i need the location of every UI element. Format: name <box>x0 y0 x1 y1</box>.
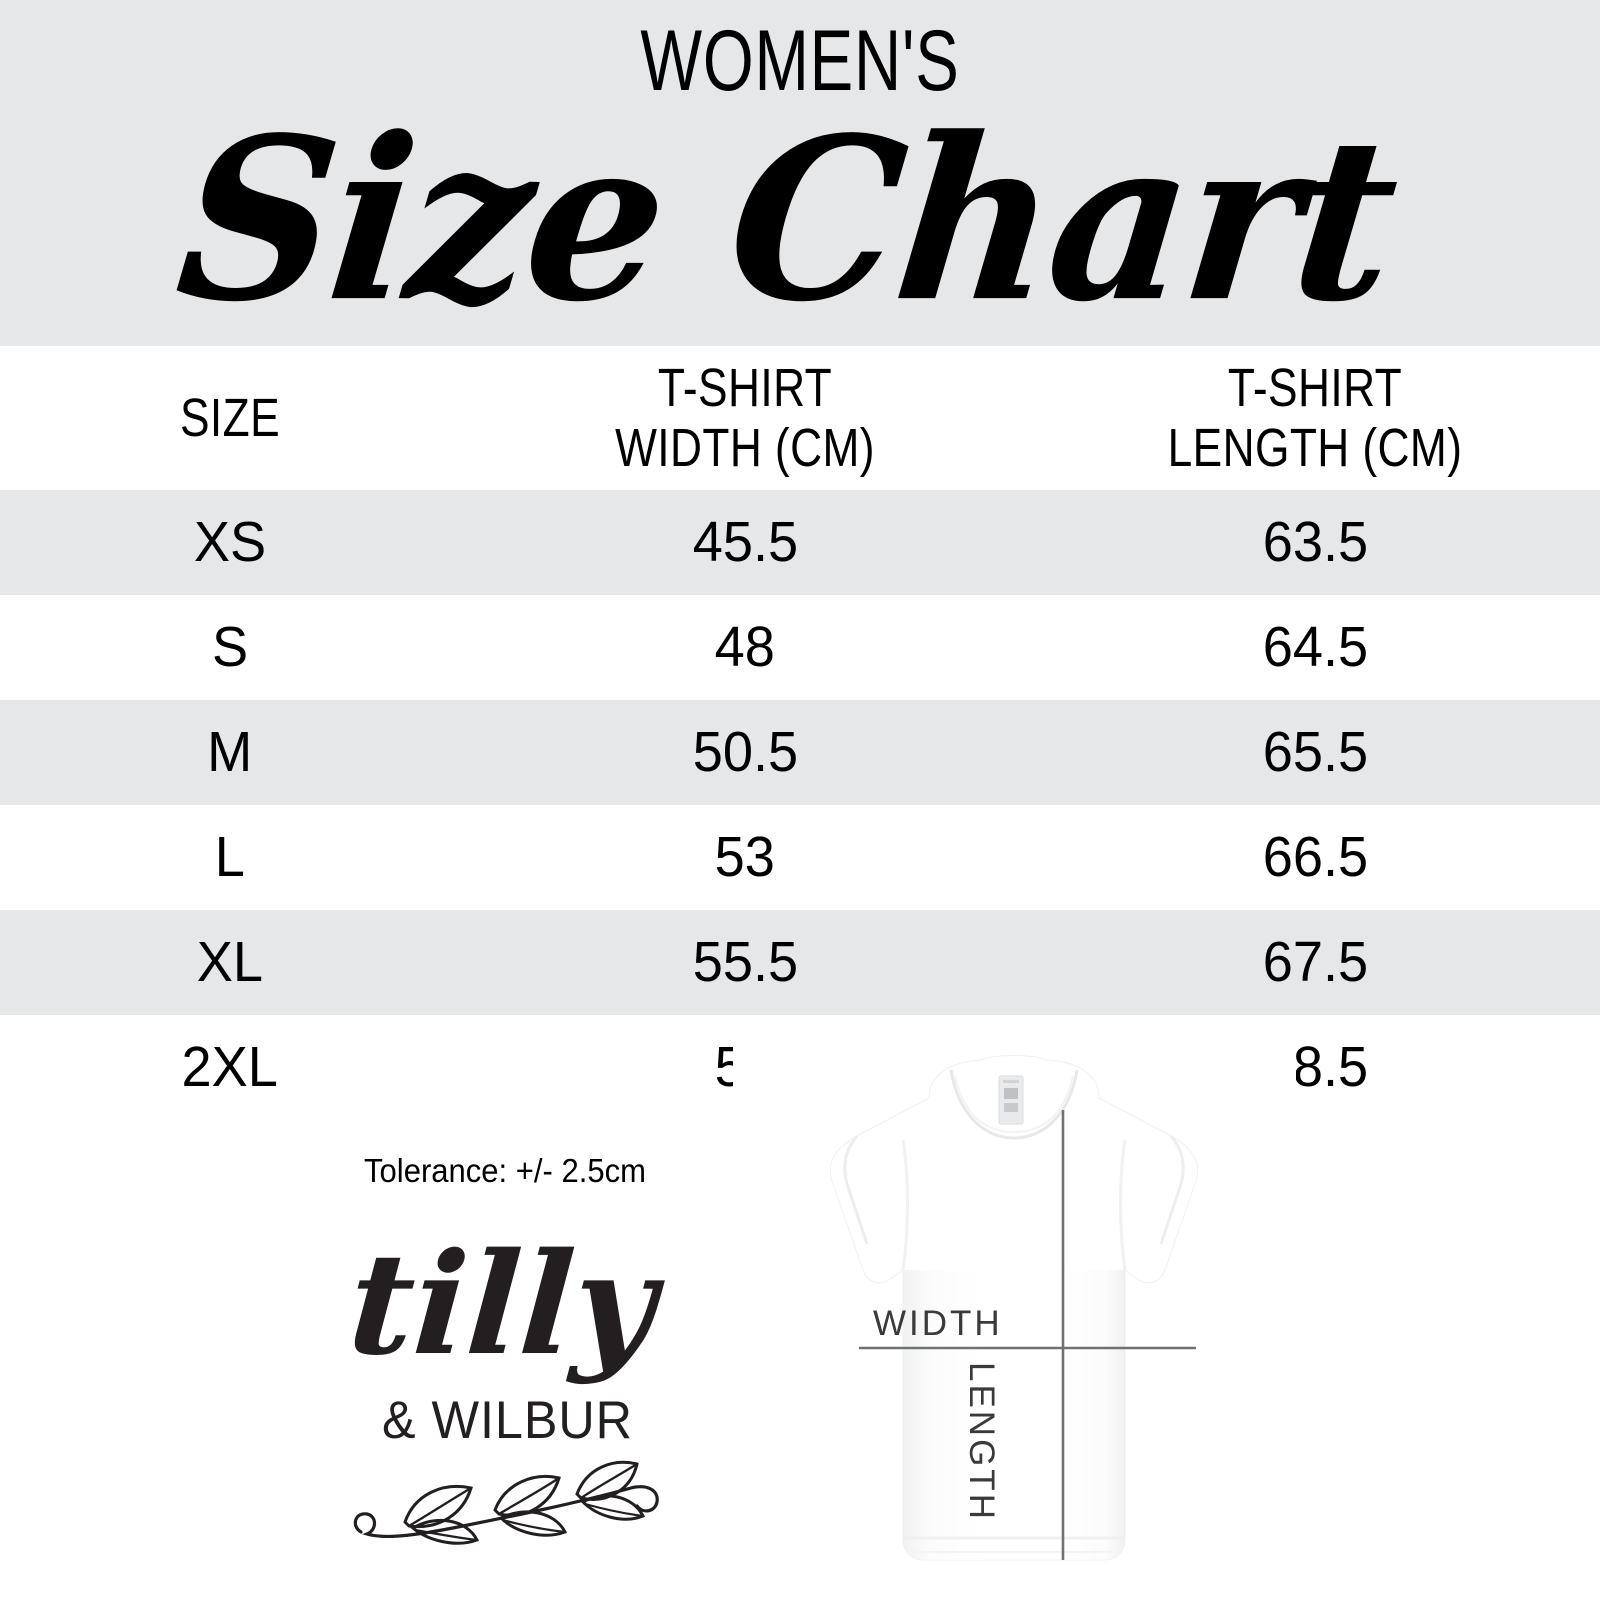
table-row: L 53 66.5 <box>0 805 1600 910</box>
tshirt-diagram: WIDTH LENGTH <box>733 1032 1296 1600</box>
tshirt-illustration <box>829 1055 1199 1561</box>
table-row: XS 45.5 63.5 <box>0 490 1600 595</box>
cell-length: 64.5 <box>1030 595 1600 700</box>
table-row: M 50.5 65.5 <box>0 700 1600 805</box>
table-row: S 48 64.5 <box>0 595 1600 700</box>
cell-size: L <box>0 805 460 910</box>
cell-size: XL <box>0 910 460 1015</box>
size-chart-table: SIZE T-SHIRT WIDTH (CM) T-SHIRT LENGTH (… <box>0 346 1600 1120</box>
table-header-row: SIZE T-SHIRT WIDTH (CM) T-SHIRT LENGTH (… <box>0 346 1600 490</box>
column-header-width: T-SHIRT WIDTH (CM) <box>460 346 1030 490</box>
logo-script-word: tilly <box>343 1223 661 1387</box>
cell-size: S <box>0 595 460 700</box>
page-title: Size Chart <box>167 88 1405 346</box>
header-band: WOMEN'S Size Chart <box>0 0 1600 346</box>
cell-width: 53 <box>460 805 1030 910</box>
table-row: XL 55.5 67.5 <box>0 910 1600 1015</box>
tolerance-note: Tolerance: +/- 2.5cm <box>364 1152 646 1189</box>
cell-size: XS <box>0 490 460 595</box>
leaf-branch-icon <box>353 1460 659 1545</box>
cell-width: 50.5 <box>460 700 1030 805</box>
cell-width: 45.5 <box>460 490 1030 595</box>
column-header-length: T-SHIRT LENGTH (CM) <box>1030 346 1600 490</box>
tshirt-length-label: LENGTH <box>962 1362 1001 1522</box>
cell-width: 55.5 <box>460 910 1030 1015</box>
tshirt-width-label: WIDTH <box>873 1304 1003 1343</box>
column-header-size: SIZE <box>0 346 460 490</box>
header-eyebrow: WOMEN'S <box>640 13 960 109</box>
cell-length: 63.5 <box>1030 490 1600 595</box>
cell-length: 66.5 <box>1030 805 1600 910</box>
cell-width: 48 <box>460 595 1030 700</box>
brand-logo: tilly & WILBUR <box>335 1223 680 1562</box>
cell-size: 2XL <box>0 1015 460 1120</box>
cell-length: 67.5 <box>1030 910 1600 1015</box>
logo-secondary-word: & WILBUR <box>381 1391 633 1450</box>
cell-length: 65.5 <box>1030 700 1600 805</box>
cell-size: M <box>0 700 460 805</box>
